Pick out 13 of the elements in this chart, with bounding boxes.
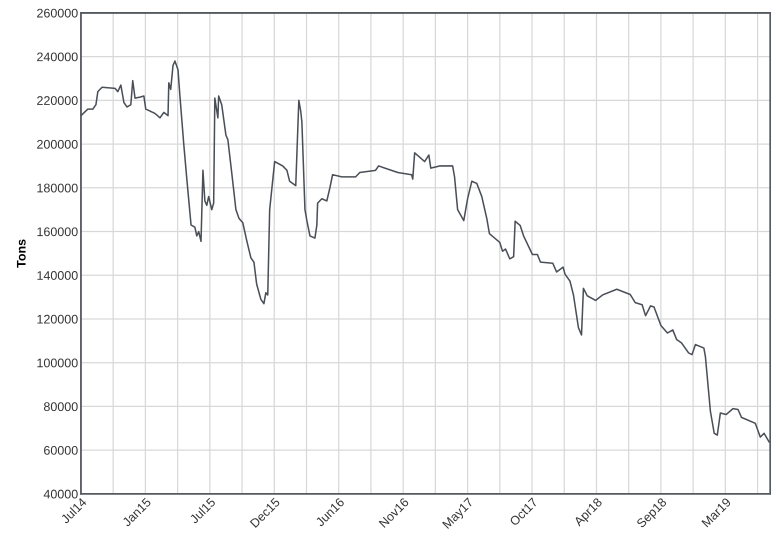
y-tick-label: 120000 [37,314,78,324]
y-tick-label: 240000 [37,52,78,62]
y-tick-label: 80000 [44,402,78,412]
y-tick-label: 200000 [37,140,78,149]
y-tick-label: 140000 [37,271,78,280]
y-tick-label: 40000 [44,490,78,499]
y-axis-title: Tons [16,239,26,268]
y-tick-label: 60000 [44,446,78,455]
y-tick-label: 180000 [37,184,78,192]
y-tick-label: 260000 [37,8,78,18]
y-tick-label: 220000 [37,96,78,106]
y-tick-label: 100000 [37,358,78,368]
y-tick-label: 160000 [37,227,78,236]
